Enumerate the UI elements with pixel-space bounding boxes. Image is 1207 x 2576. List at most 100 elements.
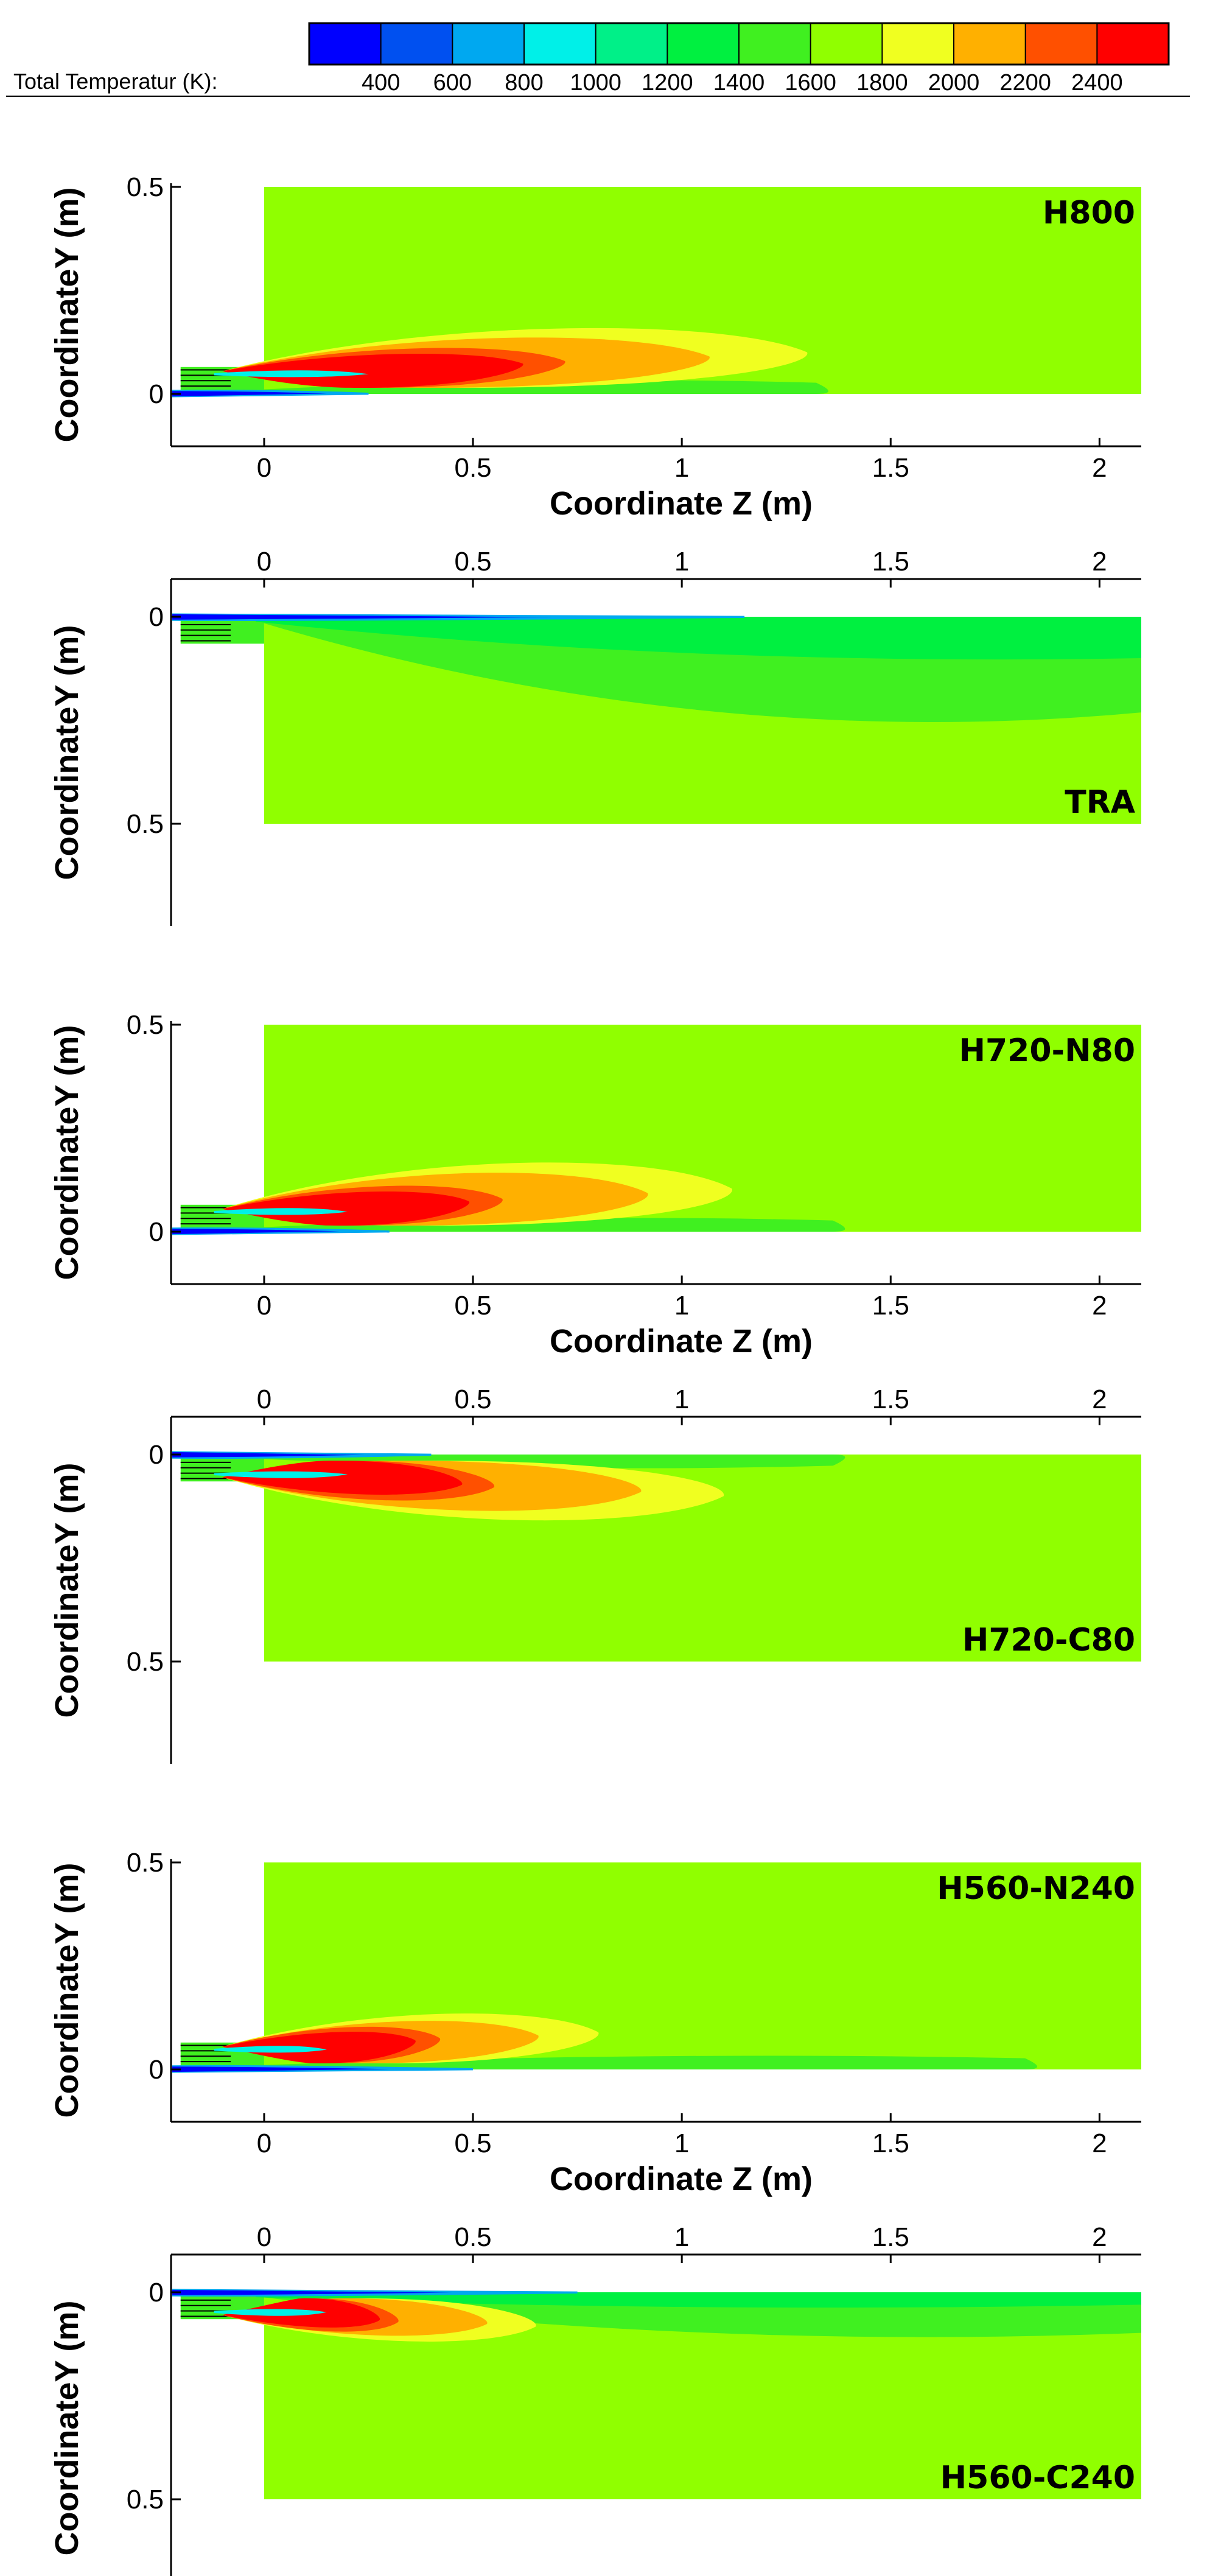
x-tick-label: 0.5 [454, 2129, 491, 2158]
x-tick-label: 0 [257, 1385, 271, 1414]
x-tick-label: 1.5 [872, 1385, 909, 1414]
x-tick-label: 1.5 [872, 2222, 909, 2252]
x-tick-label: 0 [257, 2129, 271, 2158]
panel-h800: 0 0.5 0 0.5 1 1.5 2 CoordinateY (m) Coordinate Z… [49, 172, 1141, 522]
x-tick-label: 0.5 [454, 453, 491, 483]
y-tick-label: 0.5 [127, 809, 164, 839]
panel-h560-c240: 0 0.5 0 0.5 1 1.5 2 CoordinateY (m) H560-C240 [49, 2222, 1141, 2576]
legend-swatch [667, 23, 740, 65]
x-tick-label: 0 [257, 547, 271, 577]
legend-swatch [595, 23, 668, 65]
plume-region [256, 380, 828, 394]
x-tick-label: 2 [1092, 1385, 1107, 1414]
x-tick-label: 0.5 [454, 1385, 491, 1414]
y-axis-title: CoordinateY (m) [49, 625, 85, 880]
y-axis-title: CoordinateY (m) [49, 1862, 85, 2118]
case-label: TRA [1065, 784, 1135, 821]
x-tick-label: 0.5 [454, 547, 491, 577]
x-tick-label: 1.5 [872, 547, 909, 577]
legend-swatch [1097, 23, 1169, 65]
legend-tick-label: 800 [505, 70, 543, 96]
x-tick-label: 1 [674, 1291, 689, 1321]
case-label: H720-C80 [962, 1622, 1135, 1658]
y-tick-label: 0 [149, 379, 164, 409]
hot-zone-2400 [222, 354, 523, 388]
plume-region [256, 2055, 1038, 2069]
x-axis-title: Coordinate Z (m) [550, 2161, 813, 2197]
y-tick-label: 0 [149, 1440, 164, 1470]
x-tick-label: 1 [674, 547, 689, 577]
legend-title: Total Temperatur (K): [13, 69, 217, 94]
legend-tick-label: 2000 [928, 70, 980, 96]
wall-film-400 [172, 2289, 452, 2295]
wall-film-400 [172, 1229, 340, 1235]
x-axis-title: Coordinate Z (m) [550, 485, 813, 522]
legend-swatch [524, 23, 597, 65]
legend-tick-label: 1800 [856, 70, 908, 96]
y-tick-label: 0.5 [127, 1848, 164, 1878]
x-tick-label: 1.5 [872, 453, 909, 483]
legend-swatch [882, 23, 954, 65]
y-axis-title: CoordinateY (m) [49, 1462, 85, 1718]
panel-h720-n80: 0 0.5 0 0.5 1 1.5 2 CoordinateY (m) Coordinate Z… [49, 1010, 1141, 1360]
legend-swatch [380, 23, 453, 65]
fuel-core-region [214, 2046, 327, 2053]
wall-film-400 [172, 614, 553, 620]
fuel-core-region [214, 2309, 327, 2316]
wall-film-400 [172, 2066, 390, 2072]
x-tick-label: 0.5 [454, 2222, 491, 2252]
y-tick-label: 0.5 [127, 1010, 164, 1040]
panel-tra: 0 0.5 0 0.5 1 1.5 2 CoordinateY (m) TRA [49, 547, 1141, 926]
y-tick-label: 0 [149, 1217, 164, 1247]
y-tick-label: 0.5 [127, 172, 164, 202]
x-tick-label: 1 [674, 2222, 689, 2252]
y-tick-label: 0 [149, 602, 164, 632]
legend-tick-label: 1000 [570, 70, 621, 96]
legend-tick-label: 2400 [1071, 70, 1123, 96]
panel-h720-c80: 0 0.5 0 0.5 1 1.5 2 CoordinateY (m) H720-C80 [49, 1385, 1141, 1764]
x-tick-label: 0 [257, 1291, 271, 1321]
hot-zone-2400 [222, 1191, 470, 1226]
fuel-core-region [214, 1208, 348, 1215]
x-axis-title: Coordinate Z (m) [550, 1323, 813, 1360]
case-label: H800 [1043, 195, 1135, 231]
y-axis-title: CoordinateY (m) [49, 1025, 85, 1280]
legend-tick-label: 600 [433, 70, 472, 96]
case-label: H720-N80 [959, 1033, 1135, 1069]
legend-swatch [309, 23, 382, 65]
plume-core [256, 2292, 1141, 2308]
x-tick-label: 2 [1092, 2222, 1107, 2252]
x-tick-label: 1.5 [872, 2129, 909, 2158]
fuel-core-region [214, 1471, 348, 1478]
panel-h560-n240: 0 0.5 0 0.5 1 1.5 2 CoordinateY (m) Coordinate Z… [49, 1848, 1141, 2197]
x-tick-label: 2 [1092, 547, 1107, 577]
legend-swatch [810, 23, 883, 65]
wall-film-400 [172, 391, 327, 397]
x-tick-label: 2 [1092, 453, 1107, 483]
x-tick-label: 0.5 [454, 1291, 491, 1321]
legend-frame [308, 22, 1170, 66]
y-tick-label: 0.5 [127, 2485, 164, 2515]
y-tick-label: 0 [149, 2055, 164, 2085]
plume-region [256, 1455, 845, 1469]
x-tick-label: 1 [674, 1385, 689, 1414]
plume-region [256, 1218, 845, 1232]
x-tick-label: 0 [257, 453, 271, 483]
legend-tick-label: 400 [362, 70, 400, 96]
wall-film-400 [172, 1451, 365, 1458]
legend-tick-label: 1600 [785, 70, 836, 96]
hot-zone-2400 [222, 1460, 463, 1495]
case-label: H560-N240 [937, 1870, 1135, 1907]
legend-tick-label: 2200 [999, 70, 1051, 96]
legend-swatch [1025, 23, 1097, 65]
legend-tick-label: 1200 [642, 70, 693, 96]
x-tick-label: 0 [257, 2222, 271, 2252]
x-tick-label: 2 [1092, 2129, 1107, 2158]
x-tick-label: 2 [1092, 1291, 1107, 1321]
y-axis-title: CoordinateY (m) [49, 2300, 85, 2555]
hot-zone-2400 [222, 2032, 416, 2064]
legend-swatch [452, 23, 525, 65]
legend-tick-label: 1400 [713, 70, 765, 96]
x-tick-label: 1 [674, 453, 689, 483]
x-tick-label: 1.5 [872, 1291, 909, 1321]
